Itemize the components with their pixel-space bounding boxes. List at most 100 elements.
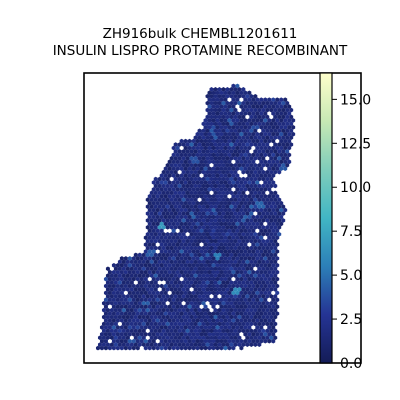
hexbin-cell bbox=[257, 100, 262, 106]
hexbin-cell bbox=[211, 138, 216, 144]
hexbin-cell bbox=[271, 118, 276, 123]
hexbin-cell bbox=[157, 183, 162, 189]
hexbin-cell bbox=[287, 104, 292, 109]
hexbin-cell bbox=[141, 287, 146, 292]
hexbin-cell bbox=[175, 311, 180, 316]
hexbin-cell bbox=[139, 332, 144, 337]
hexbin-cell bbox=[245, 294, 250, 299]
hexbin-cell bbox=[181, 204, 186, 209]
hexbin-cell bbox=[159, 269, 164, 275]
hexbin-cell bbox=[235, 263, 240, 268]
hexbin-cell bbox=[173, 252, 178, 258]
hexbin-cell bbox=[133, 300, 138, 306]
hexbin-cell bbox=[199, 318, 204, 323]
hexbin-cell bbox=[167, 180, 172, 185]
hexbin-cell bbox=[207, 263, 212, 268]
hexbin-cell bbox=[259, 221, 264, 227]
hexbin-cell bbox=[205, 156, 210, 161]
hexbin-cell bbox=[271, 283, 276, 289]
hexbin-cell bbox=[191, 283, 196, 289]
hexbin-cell bbox=[273, 149, 278, 154]
hexbin-cell bbox=[173, 149, 178, 154]
hexbin-cell bbox=[185, 335, 190, 341]
hexbin-cell bbox=[231, 90, 236, 96]
hexbin-cell bbox=[135, 338, 140, 344]
hexbin-cell bbox=[147, 228, 152, 234]
hexbin-cell bbox=[253, 93, 258, 99]
hexbin-cell bbox=[261, 176, 266, 182]
hexbin-cell bbox=[281, 107, 286, 113]
hexbin-cell bbox=[245, 335, 250, 341]
hexbin-cell bbox=[227, 332, 232, 337]
hexbin-cell bbox=[153, 238, 158, 244]
hexbin-cell bbox=[225, 245, 230, 251]
hexbin-cell bbox=[187, 200, 192, 206]
hexbin-cell bbox=[231, 145, 236, 151]
hexbin-cell bbox=[227, 345, 232, 351]
hexbin-cell bbox=[227, 338, 232, 344]
hexbin-cell bbox=[175, 152, 180, 158]
hexbin-cell bbox=[255, 194, 260, 199]
hexbin-cell bbox=[221, 183, 226, 189]
hexbin-cell bbox=[251, 249, 256, 254]
hexbin-cell bbox=[197, 156, 202, 161]
hexbin-cell bbox=[275, 235, 280, 240]
hexbin-cell bbox=[217, 328, 222, 334]
hexbin-cell bbox=[281, 204, 286, 209]
hexbin-cell bbox=[249, 114, 254, 120]
hexbin-cell bbox=[189, 231, 194, 237]
hexbin-cell bbox=[115, 290, 120, 296]
hexbin-cell bbox=[169, 342, 174, 347]
hexbin-cell bbox=[221, 225, 226, 230]
hexbin-cell bbox=[249, 335, 254, 341]
hexbin-cell bbox=[229, 321, 234, 327]
hexbin-cell bbox=[267, 228, 272, 234]
hexbin-cell bbox=[167, 263, 172, 268]
hexbin-cell bbox=[137, 328, 142, 334]
hexbin-cell bbox=[157, 204, 162, 209]
hexbin-cell bbox=[203, 180, 208, 185]
hexbin-cell bbox=[183, 207, 188, 213]
hexbin-cell bbox=[165, 294, 170, 299]
hexbin-cell bbox=[187, 332, 192, 337]
hexbin-cell bbox=[199, 269, 204, 275]
hexbin-cell bbox=[197, 266, 202, 272]
hexbin-cell bbox=[107, 269, 112, 275]
hexbin-cell bbox=[269, 128, 274, 134]
hexbin-cell bbox=[275, 263, 280, 268]
hexbin-cell bbox=[129, 259, 134, 265]
hexbin-cell bbox=[129, 294, 134, 299]
hexbin-cell bbox=[193, 266, 198, 272]
hexbin-cell bbox=[197, 287, 202, 292]
hexbin-cell bbox=[121, 314, 126, 320]
hexbin-cell bbox=[155, 304, 160, 309]
hexbin-cell bbox=[215, 207, 220, 213]
hexbin-cell bbox=[201, 321, 206, 327]
hexbin-cell bbox=[227, 242, 232, 247]
hexbin-cell bbox=[243, 256, 248, 261]
hexbin-cell bbox=[253, 259, 258, 265]
hexbin-cell bbox=[151, 304, 156, 309]
hexbin-cell bbox=[261, 225, 266, 230]
hexbin-cell bbox=[225, 93, 230, 99]
hexbin-cell bbox=[215, 311, 220, 316]
hexbin-cell bbox=[147, 263, 152, 268]
hexbin-cell bbox=[189, 300, 194, 306]
hexbin-cell bbox=[127, 338, 132, 344]
hexbin-cell bbox=[209, 328, 214, 334]
hexbin-cell bbox=[223, 311, 228, 316]
hexbin-cell bbox=[185, 204, 190, 209]
hexbin-cell bbox=[281, 211, 286, 216]
hexbin-cell bbox=[201, 294, 206, 299]
hexbin-cell bbox=[219, 276, 224, 282]
hexbin-cell bbox=[273, 238, 278, 244]
hexbin-cell bbox=[101, 335, 106, 341]
hexbin-cell bbox=[171, 290, 176, 296]
hexbin-cell bbox=[229, 238, 234, 244]
hexbin-cell bbox=[265, 100, 270, 106]
hexbin-cell bbox=[197, 142, 202, 147]
hexbin-cell bbox=[153, 328, 158, 334]
hexbin-cell bbox=[103, 276, 108, 282]
hexbin-cell bbox=[189, 259, 194, 265]
hexbin-cell bbox=[261, 335, 266, 341]
